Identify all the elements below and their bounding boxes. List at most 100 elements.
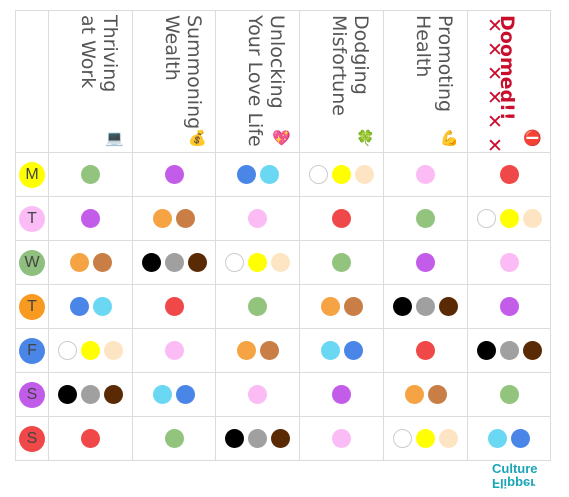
column-header-label: Promoting Health xyxy=(412,15,456,113)
column-header-doomed: ✕✕✕✕✕✕ Doomed!! ⛔ xyxy=(467,10,551,159)
grid-cell-doomed xyxy=(467,196,551,241)
column-header-misfortune: Dodging Misfortune 🍀 xyxy=(299,10,384,153)
color-dot-cyan xyxy=(488,429,507,448)
table-row: S xyxy=(15,416,551,461)
color-dot-cyan xyxy=(92,297,112,316)
column-header-label: Unlocking Your Love Life xyxy=(244,15,288,147)
grid-cell-wealth xyxy=(132,240,216,285)
day-circle: F xyxy=(19,337,45,364)
color-dot-white xyxy=(225,253,244,272)
grid-cell-misfortune xyxy=(299,372,384,417)
grid-cell-work xyxy=(48,196,133,241)
column-header-work: Thriving at Work 💻 xyxy=(48,10,133,153)
color-dots xyxy=(216,429,299,448)
color-dot-black xyxy=(141,253,161,272)
color-dot-pink xyxy=(164,341,184,360)
color-dots xyxy=(468,385,550,404)
color-dot-white xyxy=(476,209,496,228)
color-dot-pink xyxy=(332,429,351,448)
grid-cell-health xyxy=(383,328,468,373)
day-cell: S xyxy=(15,416,49,461)
color-dot-red xyxy=(499,165,519,184)
color-dot-cyan xyxy=(320,341,340,360)
doom-x-marks: ✕✕✕✕✕✕ xyxy=(484,15,506,159)
color-dot-cyan xyxy=(153,385,172,404)
grid-cell-misfortune xyxy=(299,152,384,197)
column-header-health: Promoting Health 💪 xyxy=(383,10,468,153)
color-dot-orange xyxy=(320,297,340,316)
table-row: S xyxy=(15,372,551,417)
grid-cell-work xyxy=(48,284,133,329)
color-dots xyxy=(216,297,299,316)
color-dot-cream xyxy=(104,341,123,360)
color-dots xyxy=(384,209,467,228)
grid-cell-work xyxy=(48,152,133,197)
grid-cell-doomed xyxy=(467,284,551,329)
heart-icon: 💖 xyxy=(272,129,291,147)
color-dots xyxy=(49,385,132,404)
color-dots xyxy=(133,165,215,184)
table-row: W xyxy=(15,240,551,285)
color-dots xyxy=(49,429,132,448)
grid-cell-health xyxy=(383,372,468,417)
color-dot-darkbrown xyxy=(522,341,542,360)
color-dot-darkbrown xyxy=(271,429,290,448)
color-dot-gray xyxy=(81,385,100,404)
color-dot-purple xyxy=(81,209,100,228)
grid-cell-work xyxy=(48,416,133,461)
grid-cell-misfortune xyxy=(299,284,384,329)
grid-cell-love xyxy=(215,240,300,285)
color-dots xyxy=(384,253,467,272)
grid-cell-wealth xyxy=(132,284,216,329)
grid-cell-wealth xyxy=(132,328,216,373)
column-header-wealth: Summoning Wealth 💰 xyxy=(132,10,216,153)
color-dots xyxy=(300,385,383,404)
no-entry-icon: ⛔ xyxy=(523,129,542,147)
color-dots xyxy=(468,341,550,360)
color-dot-black xyxy=(225,429,244,448)
color-dot-brown xyxy=(259,341,279,360)
color-dot-red xyxy=(416,341,435,360)
color-dots xyxy=(49,253,132,272)
corner-cell xyxy=(15,10,49,153)
table-row: T xyxy=(15,284,551,329)
day-cell: S xyxy=(15,372,49,417)
color-dot-red xyxy=(81,429,100,448)
color-dot-white xyxy=(58,341,77,360)
color-dots xyxy=(300,341,383,360)
color-dot-black xyxy=(58,385,77,404)
logo-line-1: Culture xyxy=(492,461,538,476)
day-circle: M xyxy=(19,161,45,188)
color-dot-cream xyxy=(522,209,542,228)
grid-cell-work xyxy=(48,372,133,417)
color-dot-purple xyxy=(499,297,519,316)
color-dot-pink xyxy=(499,253,519,272)
color-dot-yellow xyxy=(332,165,351,184)
grid-cell-work xyxy=(48,328,133,373)
color-dot-white xyxy=(309,165,328,184)
color-dot-brown xyxy=(343,297,363,316)
grid-cell-misfortune xyxy=(299,416,384,461)
color-dots xyxy=(300,165,383,184)
color-dot-gray xyxy=(248,429,267,448)
color-dots xyxy=(49,341,132,360)
color-dot-red xyxy=(164,297,184,316)
color-dots xyxy=(133,385,215,404)
color-dot-pink xyxy=(248,385,267,404)
grid-cell-love xyxy=(215,152,300,197)
color-dots xyxy=(300,209,383,228)
color-dots xyxy=(133,253,215,272)
color-dots xyxy=(216,165,299,184)
column-header-label: Summoning Wealth xyxy=(161,15,205,130)
color-dot-gray xyxy=(164,253,184,272)
grid-cell-misfortune xyxy=(299,196,384,241)
culture-flipper-logo: Culture Flipper xyxy=(492,462,552,493)
color-dots xyxy=(468,165,550,184)
color-dots xyxy=(133,429,215,448)
color-dots xyxy=(49,165,132,184)
grid-cell-wealth xyxy=(132,196,216,241)
color-dot-green xyxy=(332,253,351,272)
color-dot-purple xyxy=(164,165,184,184)
color-dots xyxy=(216,341,299,360)
